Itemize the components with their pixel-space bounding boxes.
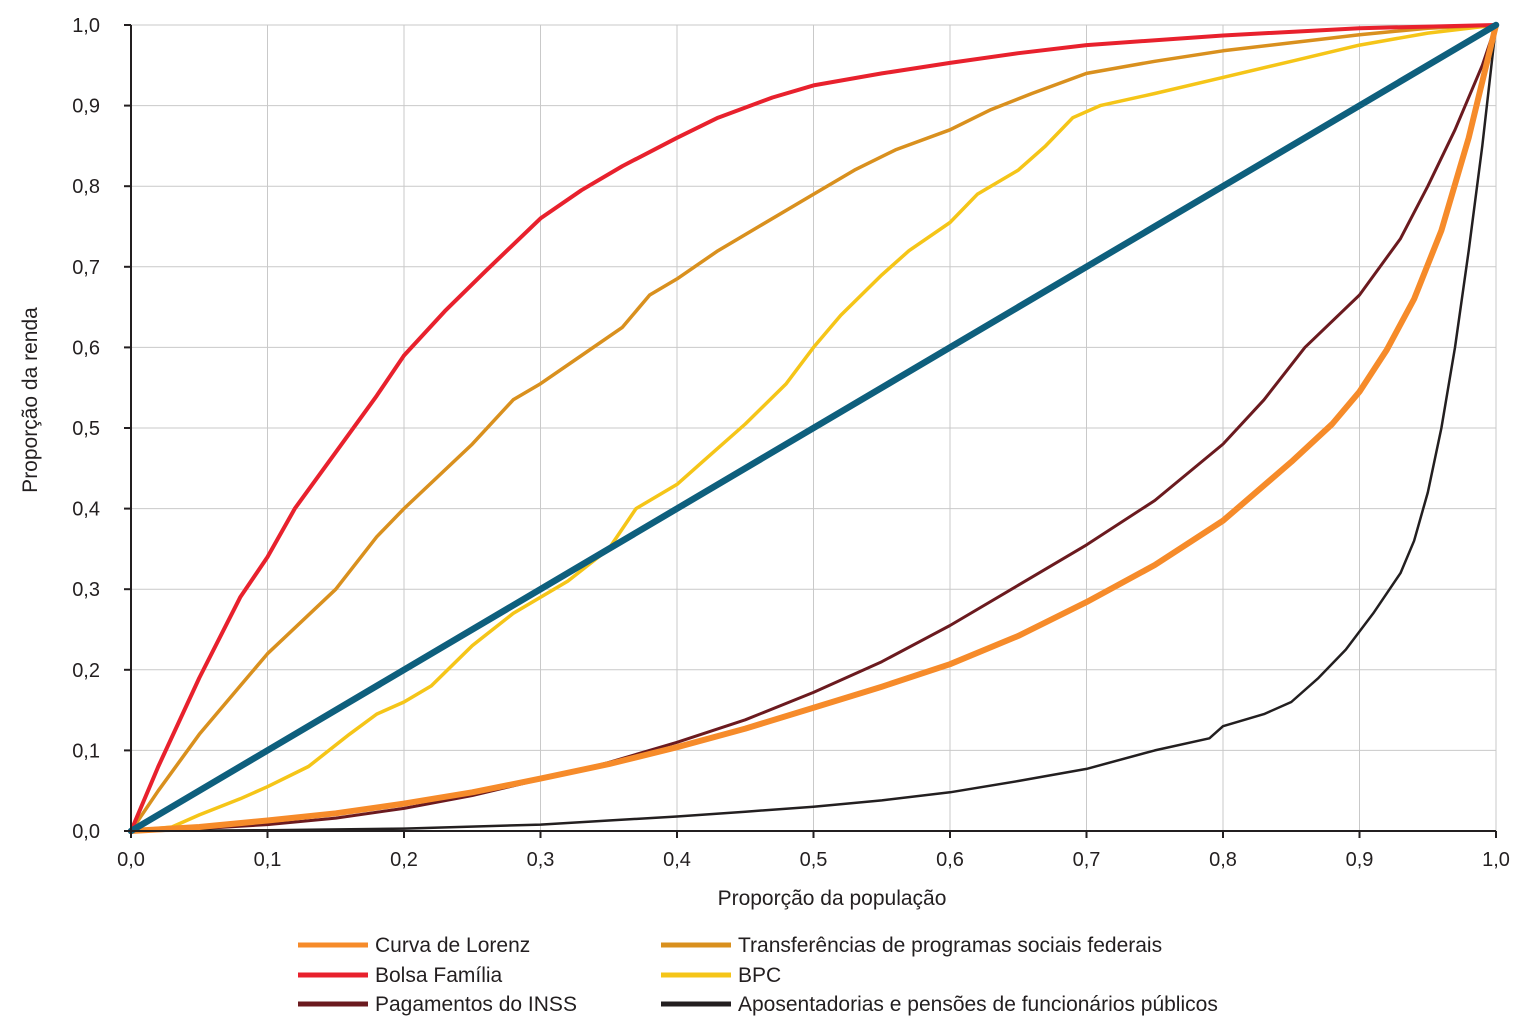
y-axis-label: Proporção da renda bbox=[19, 307, 42, 493]
legend: Curva de Lorenz Transferências de program… bbox=[298, 934, 1218, 1016]
x-tick-label: 0,9 bbox=[1346, 849, 1374, 871]
series-line-bolsa-familia bbox=[129, 23, 1498, 833]
x-tick-label: 0,4 bbox=[663, 849, 691, 871]
legend-label: BPC bbox=[738, 964, 781, 987]
y-tick-label: 0,4 bbox=[72, 499, 100, 521]
legend-item: Transferências de programas sociais fede… bbox=[661, 934, 1162, 957]
y-tick-label: 0,1 bbox=[72, 740, 100, 762]
x-tick-label: 0,8 bbox=[1209, 849, 1237, 871]
legend-label: Curva de Lorenz bbox=[375, 934, 530, 957]
legend-label: Aposentadorias e pensões de funcionários… bbox=[738, 993, 1218, 1016]
y-tick-label: 0,7 bbox=[72, 257, 100, 279]
y-tick-label: 0,9 bbox=[72, 96, 100, 118]
x-tick-labels: 0,0 0,1 0,2 0,3 0,4 0,5 0,6 0,7 0,8 0,9 1,0 bbox=[117, 849, 1510, 871]
series-line-pagamentos-do-inss bbox=[129, 23, 1498, 833]
series-line-diagonal bbox=[127, 21, 1500, 835]
x-tick-label: 0,5 bbox=[800, 849, 828, 871]
x-tick-label: 0,0 bbox=[117, 849, 145, 871]
series-line-curva-de-lorenz bbox=[128, 22, 1499, 834]
x-tick-label: 0,3 bbox=[527, 849, 555, 871]
x-tick-label: 0,2 bbox=[390, 849, 418, 871]
series-line-bpc bbox=[129, 23, 1498, 833]
series-group bbox=[127, 21, 1500, 835]
x-axis-label: Proporção da população bbox=[718, 887, 947, 910]
axes bbox=[124, 24, 1497, 838]
legend-item: Aposentadorias e pensões de funcionários… bbox=[661, 993, 1218, 1016]
legend-item: Pagamentos do INSS bbox=[298, 993, 577, 1016]
y-tick-label: 0,0 bbox=[72, 821, 100, 843]
y-tick-label: 0,3 bbox=[72, 579, 100, 601]
y-tick-labels: 0,0 0,1 0,2 0,3 0,4 0,5 0,6 0,7 0,8 0,9 1,0 bbox=[72, 15, 100, 843]
y-tick-label: 0,6 bbox=[72, 337, 100, 359]
legend-label: Pagamentos do INSS bbox=[375, 993, 577, 1016]
legend-label: Transferências de programas sociais fede… bbox=[738, 934, 1162, 957]
series-line-aposentadorias-e-pensoes-de-funcionarios-publicos bbox=[129, 23, 1498, 833]
y-tick-label: 0,8 bbox=[72, 176, 100, 198]
y-tick-label: 0,2 bbox=[72, 660, 100, 682]
legend-item: Bolsa Família bbox=[298, 964, 503, 987]
x-tick-label: 0,1 bbox=[254, 849, 282, 871]
series-line-transferencias-de-programas-sociais-federais bbox=[129, 23, 1498, 833]
legend-item: BPC bbox=[661, 964, 781, 987]
y-tick-label: 0,5 bbox=[72, 418, 100, 440]
grid bbox=[131, 24, 1497, 831]
legend-label: Bolsa Família bbox=[375, 964, 503, 987]
x-tick-label: 0,7 bbox=[1073, 849, 1101, 871]
x-tick-label: 0,6 bbox=[936, 849, 964, 871]
x-tick-label: 1,0 bbox=[1482, 849, 1510, 871]
legend-item: Curva de Lorenz bbox=[298, 934, 530, 957]
y-tick-label: 1,0 bbox=[72, 15, 100, 37]
